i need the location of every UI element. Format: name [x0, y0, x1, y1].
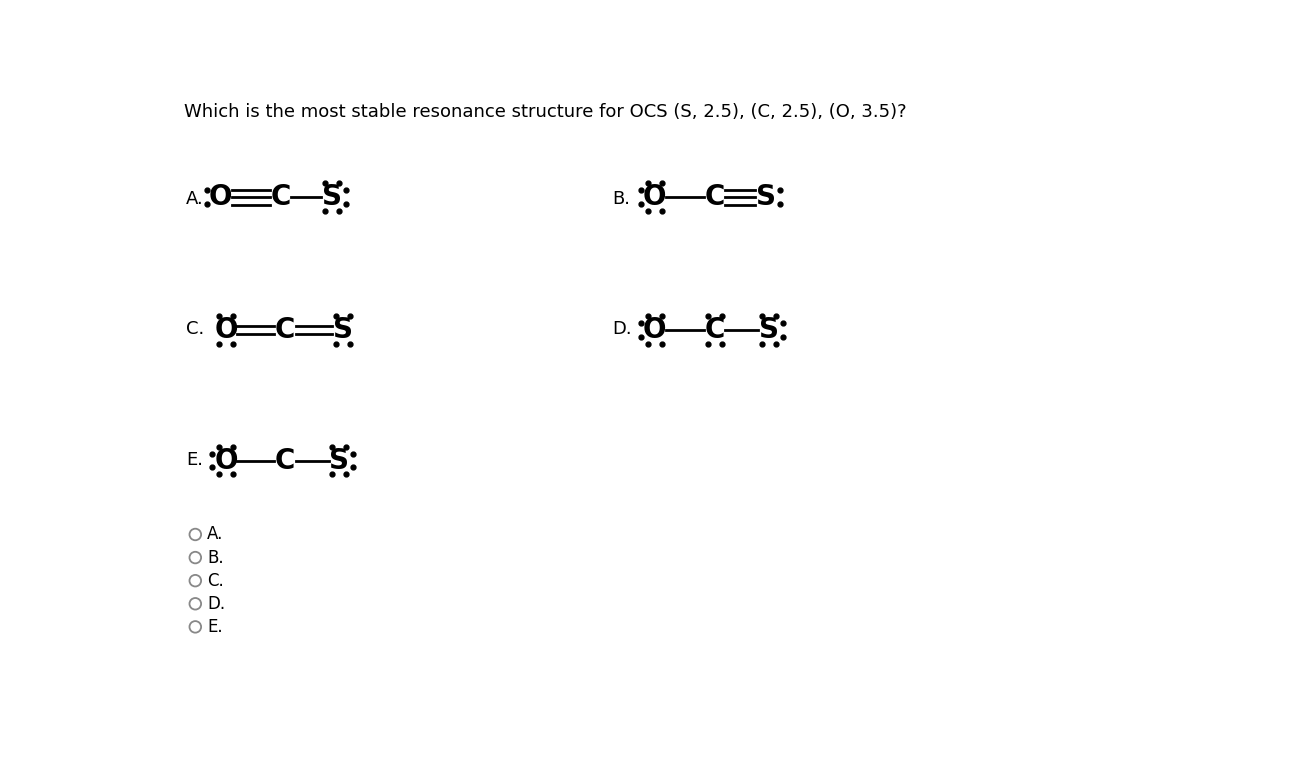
Text: E.: E.: [207, 618, 223, 636]
Text: B.: B.: [612, 190, 630, 208]
Text: Which is the most stable resonance structure for OCS (S, 2.5), (C, 2.5), (O, 3.5: Which is the most stable resonance struc…: [185, 103, 907, 121]
Text: O: O: [643, 183, 667, 211]
Text: D.: D.: [612, 321, 631, 338]
Text: C: C: [275, 315, 296, 343]
Text: C: C: [704, 183, 725, 211]
Text: S: S: [332, 315, 353, 343]
Text: S: S: [755, 183, 776, 211]
Text: B.: B.: [207, 549, 224, 566]
Text: C: C: [271, 183, 290, 211]
Text: A.: A.: [186, 190, 203, 208]
Text: S: S: [759, 315, 779, 343]
Text: C: C: [275, 446, 296, 475]
Text: C.: C.: [207, 572, 224, 590]
Text: C.: C.: [186, 321, 204, 338]
Text: C: C: [704, 315, 725, 343]
Text: E.: E.: [186, 451, 203, 469]
Text: S: S: [322, 183, 341, 211]
Text: O: O: [210, 183, 233, 211]
Text: O: O: [215, 446, 238, 475]
Text: A.: A.: [207, 525, 224, 543]
Text: O: O: [215, 315, 238, 343]
Text: D.: D.: [207, 595, 225, 612]
Text: O: O: [643, 315, 667, 343]
Text: S: S: [329, 446, 349, 475]
